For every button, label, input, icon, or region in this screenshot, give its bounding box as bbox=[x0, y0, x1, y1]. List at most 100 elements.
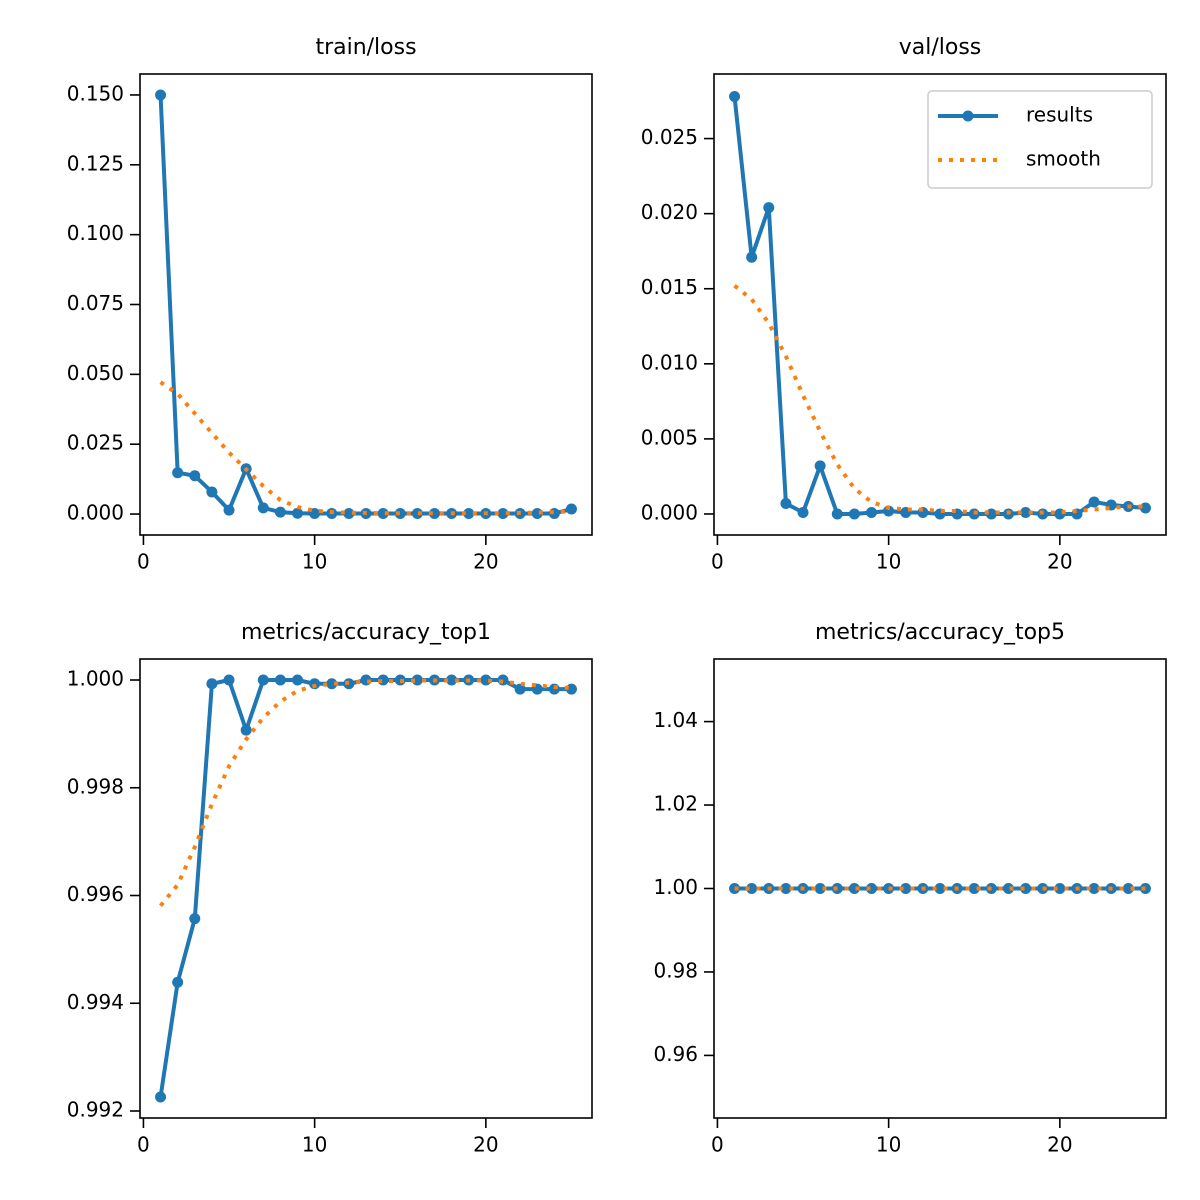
axes-frame bbox=[139, 658, 593, 1119]
data-point bbox=[746, 251, 758, 263]
series-line bbox=[158, 678, 572, 1098]
x-tick-label: 0 bbox=[137, 1133, 150, 1157]
data-point bbox=[866, 883, 878, 894]
data-point bbox=[497, 507, 509, 519]
data-point bbox=[866, 506, 878, 518]
y-tick-label: 0.075 bbox=[67, 291, 124, 315]
data-point bbox=[968, 883, 980, 894]
axes-frame bbox=[713, 73, 1167, 536]
y-tick-label: 0.020 bbox=[641, 200, 698, 224]
data-point bbox=[1088, 496, 1100, 508]
plot-area bbox=[729, 883, 1151, 894]
data-point bbox=[848, 508, 860, 520]
data-point bbox=[223, 504, 235, 516]
data-point bbox=[1002, 883, 1014, 894]
data-point bbox=[1088, 883, 1100, 894]
data-point bbox=[292, 507, 304, 519]
y-tick-label: 0.96 bbox=[653, 1042, 698, 1066]
series-line bbox=[733, 284, 1146, 515]
x-tick-label: 0 bbox=[711, 1133, 724, 1157]
series-line bbox=[159, 380, 572, 516]
data-point bbox=[780, 497, 792, 509]
y-tick-label: 0.015 bbox=[641, 275, 698, 299]
data-point bbox=[172, 467, 184, 479]
x-tick-label: 0 bbox=[711, 550, 724, 574]
x-tick-label: 10 bbox=[876, 550, 901, 574]
data-point bbox=[411, 507, 423, 519]
axes-frame bbox=[713, 658, 1167, 1119]
data-point bbox=[780, 883, 792, 894]
data-point bbox=[292, 674, 304, 686]
data-point bbox=[189, 470, 201, 482]
y-tick-label: 0.025 bbox=[641, 125, 698, 149]
data-point bbox=[480, 674, 492, 686]
data-point bbox=[900, 883, 912, 894]
data-point bbox=[763, 202, 775, 214]
x-tick-label: 20 bbox=[473, 1133, 498, 1157]
y-tick-label: 1.04 bbox=[653, 708, 698, 732]
data-point bbox=[223, 674, 235, 686]
data-point bbox=[155, 1091, 167, 1103]
x-tick-label: 10 bbox=[302, 1133, 327, 1157]
y-tick-label: 0.98 bbox=[653, 958, 698, 982]
y-tick-label: 0.994 bbox=[67, 990, 124, 1014]
y-tick-label: 0.005 bbox=[641, 425, 698, 449]
chart-title: metrics/accuracy_top5 bbox=[815, 620, 1065, 645]
data-point bbox=[1139, 502, 1151, 514]
data-point bbox=[274, 506, 286, 518]
legend-label: smooth bbox=[1026, 147, 1101, 171]
y-tick-label: 0.050 bbox=[67, 361, 124, 385]
x-tick-label: 20 bbox=[473, 550, 498, 574]
data-point bbox=[411, 674, 423, 686]
y-tick-label: 0.998 bbox=[67, 774, 124, 798]
data-point bbox=[326, 678, 338, 690]
data-point bbox=[814, 883, 826, 894]
chart-title: val/loss bbox=[899, 35, 982, 60]
y-tick-label: 0.150 bbox=[67, 81, 124, 105]
data-point bbox=[463, 507, 475, 519]
x-tick-label: 20 bbox=[1047, 1133, 1072, 1157]
data-point bbox=[1020, 883, 1032, 894]
data-point bbox=[309, 678, 321, 690]
data-point bbox=[257, 674, 269, 686]
data-point bbox=[797, 506, 809, 518]
data-point bbox=[394, 507, 406, 519]
data-point bbox=[377, 507, 389, 519]
data-point bbox=[514, 683, 526, 695]
axes-frame bbox=[139, 73, 593, 536]
data-point bbox=[428, 507, 440, 519]
data-point bbox=[206, 486, 218, 498]
data-point bbox=[1122, 883, 1134, 894]
data-point bbox=[934, 883, 946, 894]
x-tick-label: 0 bbox=[137, 550, 150, 574]
chart-title: train/loss bbox=[315, 35, 416, 60]
y-tick-label: 0.992 bbox=[67, 1097, 124, 1121]
data-point bbox=[1020, 506, 1032, 518]
data-point bbox=[746, 883, 758, 894]
data-point bbox=[206, 678, 218, 690]
data-point bbox=[172, 976, 184, 988]
legend-marker bbox=[962, 110, 974, 122]
plot-area bbox=[729, 91, 1151, 520]
chart-title: metrics/accuracy_top1 bbox=[241, 620, 491, 645]
data-point bbox=[155, 89, 167, 101]
data-point bbox=[257, 502, 269, 514]
data-point bbox=[309, 507, 321, 519]
legend-label: results bbox=[1026, 103, 1093, 127]
data-point bbox=[240, 724, 252, 736]
x-tick-label: 10 bbox=[876, 1133, 901, 1157]
plot-area bbox=[155, 89, 577, 519]
y-tick-label: 0.100 bbox=[67, 221, 124, 245]
data-point bbox=[814, 460, 826, 472]
y-tick-label: 1.000 bbox=[67, 667, 124, 691]
plot-area bbox=[155, 674, 577, 1103]
x-tick-label: 20 bbox=[1047, 550, 1072, 574]
data-point bbox=[831, 508, 843, 520]
y-tick-label: 1.00 bbox=[653, 875, 698, 899]
y-tick-label: 0.025 bbox=[67, 431, 124, 455]
series-line bbox=[158, 94, 572, 516]
y-tick-label: 0.000 bbox=[67, 501, 124, 525]
data-point bbox=[274, 674, 286, 686]
y-tick-label: 0.000 bbox=[641, 500, 698, 524]
